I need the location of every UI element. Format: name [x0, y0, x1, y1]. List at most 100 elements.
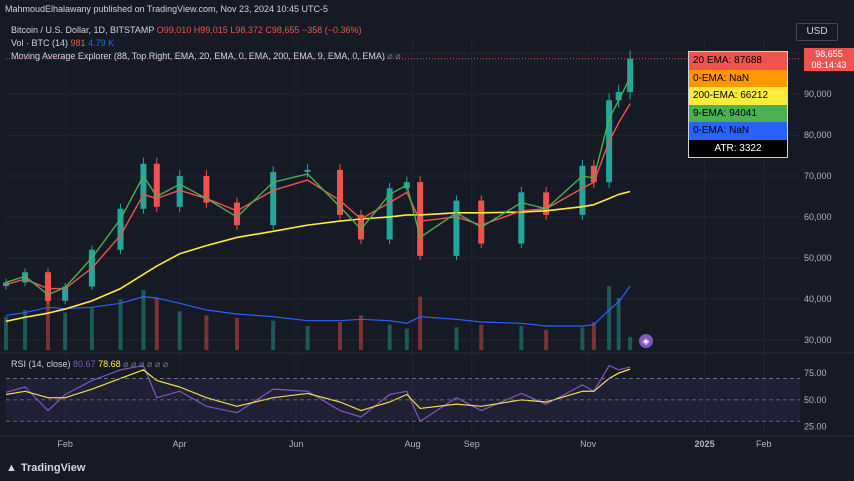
ema-table: 20 EMA: 87688 0-EMA: NaN 200-EMA: 66212 9-E… [688, 51, 788, 158]
volume-bar [234, 318, 239, 350]
candle-body [615, 92, 622, 101]
candle-body [543, 192, 550, 215]
volume-bar [305, 326, 310, 350]
candle-body [358, 214, 365, 240]
axis-labels: 100,00090,00080,00070,00060,00050,00040,… [57, 48, 836, 449]
candle-body [590, 165, 597, 183]
ema-table-row: ATR: 3322 [689, 139, 787, 157]
time-tick-label: Feb [57, 439, 73, 449]
volume-bar [404, 328, 409, 350]
rsi-legend[interactable]: RSI (14, close) 80.67 78.68 ⌀ ⌀ ⌀ ⌀ ⌀ ⌀ [11, 359, 168, 370]
price-tick-label: 50,000 [804, 253, 832, 263]
volume-bar [591, 322, 596, 350]
currency-label[interactable]: USD [796, 23, 838, 41]
ema-table-row: 0-EMA: NaN [689, 69, 787, 87]
symbol-name[interactable]: Bitcoin / U.S. Dollar, 1D, BITSTAMP [11, 25, 155, 35]
volume-ma-line [5, 285, 631, 327]
rsi-tick-label: 25.00 [804, 422, 827, 432]
volume-bar [154, 298, 159, 350]
rsi-ma-line [5, 368, 631, 412]
volume-bar [118, 299, 123, 350]
candle-body [117, 208, 124, 250]
rsi-label: RSI (14, close) [11, 359, 71, 369]
volume-bar [628, 336, 633, 350]
rsi-settings-icons[interactable]: ⌀ ⌀ ⌀ ⌀ ⌀ ⌀ [123, 359, 169, 369]
candle-body [233, 202, 240, 226]
candle-body [44, 272, 51, 301]
tradingview-icon: ▲ [6, 462, 17, 474]
price-tick-label: 40,000 [804, 294, 832, 304]
volume-bars [4, 285, 633, 350]
last-price-badge: 98,655 08:14:43 [804, 48, 854, 71]
candle-body [270, 171, 277, 226]
candle-body [203, 176, 210, 203]
candle-body [337, 169, 344, 215]
candle-body [478, 200, 485, 244]
candle-body [176, 176, 183, 207]
ma-explorer-label: Moving Average Explorer (88, Top Right, … [11, 51, 385, 61]
candle-body [627, 58, 634, 93]
ema-table-row: 0-EMA: NaN [689, 122, 787, 140]
price-tick-label: 30,000 [804, 335, 832, 345]
ema-table-row: 20 EMA: 87688 [689, 52, 787, 70]
ma-explorer-legend[interactable]: Moving Average Explorer (88, Top Right, … [11, 51, 401, 62]
volume-label: Vol · BTC (14) [11, 38, 69, 48]
volume-bar [271, 320, 276, 350]
volume-bar [45, 295, 50, 350]
volume-bar [607, 286, 612, 350]
last-price: 98,655 [815, 49, 843, 59]
time-tick-label: Sep [464, 439, 480, 449]
volume-bar [519, 326, 524, 350]
candle-body [518, 192, 525, 244]
volume-bar [387, 324, 392, 350]
rsi-pane [6, 378, 800, 422]
volume-bar [479, 324, 484, 350]
volume-bar [544, 330, 549, 350]
volume-bar [616, 298, 621, 350]
candle-body [22, 272, 29, 283]
candlesticks [3, 50, 634, 305]
tradingview-wordmark: TradingView [20, 462, 86, 474]
ema200-line [5, 190, 631, 323]
eye-icon[interactable]: ⌀ ⌀ [387, 51, 401, 61]
ema-table-row: 200-EMA: 66212 [689, 87, 787, 105]
candle-body [304, 169, 311, 172]
candle-body [386, 188, 393, 240]
candle-body [62, 286, 69, 301]
volume-ma-value: 4.79 K [88, 38, 115, 48]
volume-bar [4, 316, 8, 350]
rsi-ma-value: 78.68 [98, 359, 121, 369]
time-tick-label: Apr [173, 439, 187, 449]
add-indicator-button[interactable]: ◈ [639, 334, 653, 348]
time-tick-label: 2025 [695, 439, 715, 449]
change-value: −358 (−0.36%) [301, 25, 362, 35]
ema9-line [5, 77, 631, 296]
high-value: H99,015 [193, 25, 228, 35]
chart-grid [0, 40, 854, 437]
volume-bar [177, 311, 182, 350]
close-value: C98,655 [265, 25, 300, 35]
volume-legend[interactable]: Vol · BTC (14) 981 4.79 K [11, 38, 114, 49]
time-tick-label: Jun [289, 439, 304, 449]
ema-table-row: 9-EMA: 94041 [689, 104, 787, 122]
tradingview-logo[interactable]: ▲ TradingView [6, 462, 85, 474]
candle-body [417, 182, 424, 256]
moving-averages [5, 58, 800, 422]
volume-bar [23, 310, 28, 350]
volume-value: 981 [70, 38, 86, 48]
volume-bar [141, 290, 146, 350]
volume-bar [454, 327, 459, 350]
price-tick-label: 90,000 [804, 89, 832, 99]
volume-bar [418, 296, 423, 350]
rsi-line [5, 364, 631, 422]
volume-bar [359, 315, 364, 350]
rsi-group [6, 378, 800, 422]
time-tick-label: Feb [756, 439, 772, 449]
low-value: L98,372 [230, 25, 263, 35]
price-tick-label: 60,000 [804, 212, 832, 222]
volume-bar [338, 322, 343, 350]
ema20-line [5, 103, 631, 290]
candle-body [153, 163, 160, 207]
volume-bar [63, 312, 68, 350]
